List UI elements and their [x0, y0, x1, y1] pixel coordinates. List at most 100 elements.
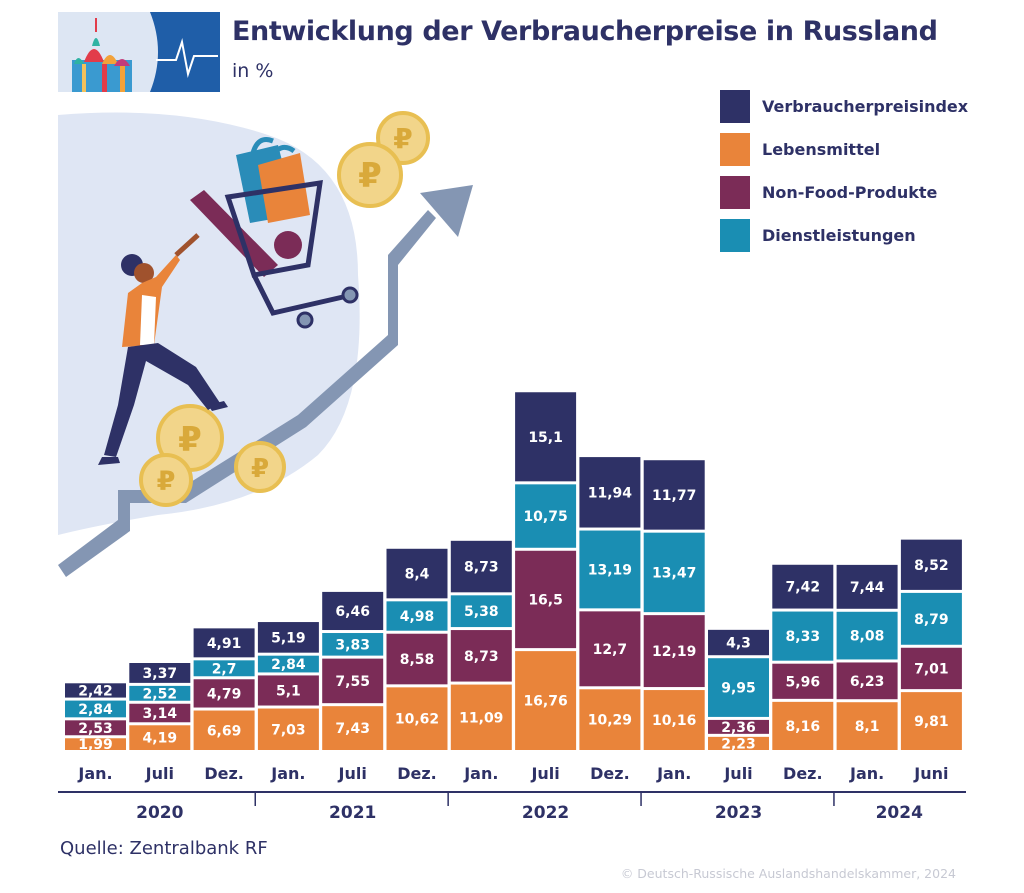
bar-segment [772, 564, 834, 609]
bar-segment [386, 633, 448, 685]
bar-segment [129, 685, 191, 701]
x-tick-label: Jan. [656, 764, 691, 783]
heartbeat-line-icon [156, 38, 218, 78]
bar-segment [257, 622, 319, 653]
data-label: 2,7 [212, 661, 237, 677]
data-label: 8,52 [914, 558, 949, 574]
legend-item: Dienstleistungen [720, 219, 968, 252]
svg-text:₽: ₽ [157, 466, 176, 497]
data-label: 10,62 [395, 712, 439, 728]
x-tick-label: Jan. [849, 764, 884, 783]
year-label: 2024 [876, 803, 923, 823]
data-label: 7,44 [850, 580, 885, 596]
data-label: 9,81 [914, 714, 949, 730]
x-tick-label: Juli [338, 764, 367, 783]
bar-segment [322, 706, 384, 750]
data-label: 2,84 [271, 657, 306, 673]
bar-segment [515, 550, 577, 649]
bar-segment [900, 592, 962, 645]
bar-segment [643, 690, 705, 750]
chart-title: Entwicklung der Verbraucherpreise in Rus… [232, 16, 938, 47]
data-label: 8,73 [464, 560, 499, 576]
bar-segment [515, 392, 577, 482]
bar-segment [129, 725, 191, 750]
bar-segment [129, 703, 191, 723]
data-label: 15,1 [528, 430, 563, 446]
year-label: 2021 [329, 803, 376, 823]
legend-label: Non-Food-Produkte [762, 183, 938, 202]
bar-segment [65, 700, 126, 718]
data-label: 13,47 [652, 565, 696, 581]
data-label: 8,08 [850, 629, 885, 645]
bar-segment [386, 601, 448, 631]
data-label: 2,42 [78, 683, 113, 699]
bar-segment [322, 658, 384, 704]
bar-segment [193, 660, 255, 677]
data-label: 2,36 [721, 720, 756, 736]
legend-label: Dienstleistungen [762, 226, 916, 245]
legend-item: Non-Food-Produkte [720, 176, 968, 209]
data-label: 1,99 [78, 737, 113, 753]
bar-segment [579, 530, 641, 609]
shopping-cart-icon [190, 137, 359, 329]
data-label: 7,43 [335, 721, 370, 737]
bar-segment [708, 736, 769, 750]
data-label: 2,23 [721, 736, 756, 752]
svg-text:₽: ₽ [178, 420, 202, 460]
data-label: 7,42 [786, 580, 821, 596]
bar-segment [772, 663, 834, 699]
data-label: 12,19 [652, 644, 696, 660]
legend-item: Verbraucherpreisindex [720, 90, 968, 123]
data-label: 7,03 [271, 722, 306, 738]
bar-segment [386, 548, 448, 599]
x-tick-label: Juni [913, 764, 948, 783]
data-label: 8,73 [464, 649, 499, 665]
bar-segment [193, 628, 255, 658]
x-axis-tick-labels: Jan. Juli Dez. Jan. Juli Dez. Jan. Juli Dez. Jan.… [77, 764, 948, 783]
svg-text:₽: ₽ [393, 122, 412, 155]
bar-segment [322, 591, 384, 631]
data-label: 12,7 [593, 642, 628, 658]
bar-segment [708, 658, 769, 717]
bar-segment [900, 647, 962, 690]
data-label: 11,09 [459, 710, 503, 726]
x-tick-label: Juli [145, 764, 174, 783]
logo [58, 12, 220, 92]
bar-segment [450, 540, 512, 593]
bar-segment [450, 630, 512, 682]
bar-segment [772, 611, 834, 661]
bar-segment [643, 460, 705, 530]
year-label: 2020 [136, 803, 183, 823]
ruble-coin-icon: ₽ ₽ ₽ ₽ ₽ [139, 111, 430, 507]
bar-segment [65, 683, 126, 698]
data-label: 13,19 [588, 562, 632, 578]
x-tick-label: Juli [723, 764, 752, 783]
data-label: 16,5 [528, 592, 563, 608]
year-label: 2022 [522, 803, 569, 823]
svg-text:₽: ₽ [358, 156, 382, 196]
bar-segment [129, 663, 191, 683]
bars-group: 1,992,53 2,84 2,42 4,19 3,14 2,52 3,37 6,69 4,79… [65, 392, 962, 753]
bar-segment [579, 457, 641, 528]
bar-segment [257, 655, 319, 673]
bar-segment [65, 738, 126, 750]
data-label: 3,37 [143, 666, 178, 682]
data-label: 3,14 [143, 706, 178, 722]
data-label: 3,83 [335, 637, 370, 653]
bar-segment [836, 564, 898, 609]
data-label: 8,1 [855, 719, 880, 735]
data-label: 10,16 [652, 713, 696, 729]
bar-segment [836, 662, 898, 700]
x-tick-label: Jan. [270, 764, 305, 783]
bar-segment [193, 679, 255, 708]
x-tick-label: Juli [530, 764, 559, 783]
bar-segment [579, 611, 641, 687]
data-label: 5,1 [276, 683, 301, 699]
data-label: 11,77 [652, 488, 696, 504]
legend-swatch [720, 176, 750, 209]
bar-segment [708, 719, 769, 734]
data-label: 8,33 [786, 629, 821, 645]
data-label: 8,58 [400, 652, 435, 668]
data-label: 8,4 [405, 567, 430, 583]
